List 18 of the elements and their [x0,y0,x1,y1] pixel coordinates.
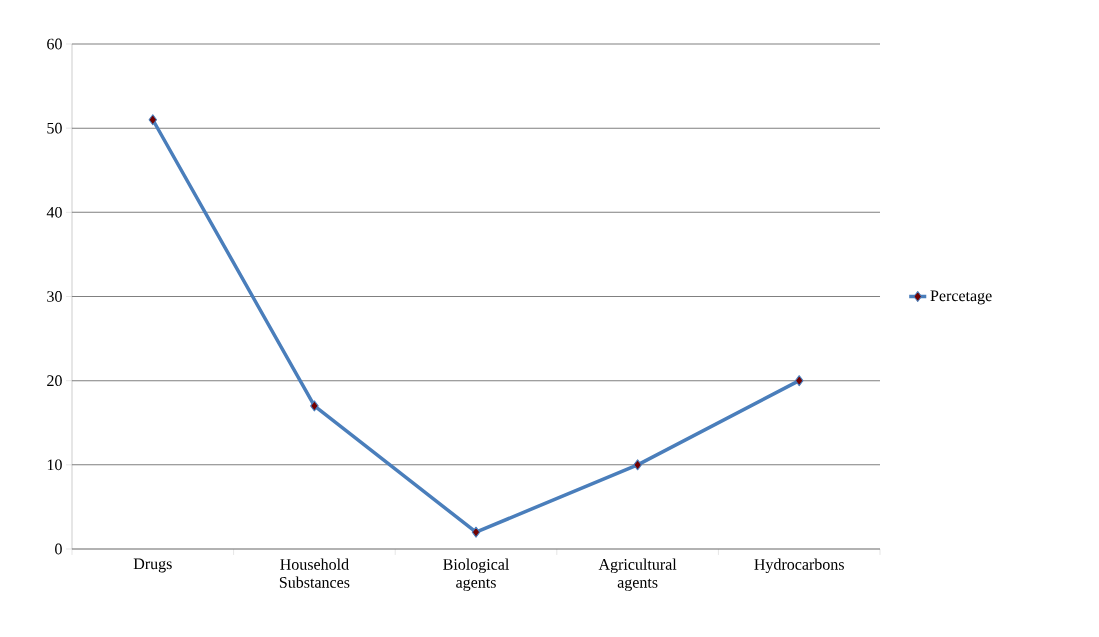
x-tick-label: Agricultural agents [598,558,677,592]
x-tick-label: Household Substances [279,558,350,588]
x-tick-label: Biological agents [443,558,510,592]
y-tick-label: 0 [55,543,62,555]
x-tick-label: Drugs [133,558,172,573]
y-tick-label: 50 [47,122,62,134]
y-tick-label: 20 [47,375,62,387]
point [148,114,158,126]
point [794,375,804,387]
y-tick-label: 10 [47,459,62,471]
y-tick-label: 60 [47,38,62,50]
point [633,459,642,471]
x-tick-label: Hydrocarbons [754,558,844,574]
legend-label: Percetage [930,290,992,305]
point [471,526,481,538]
y-tick-label: 30 [47,291,62,302]
point [310,400,319,412]
y-tick-label: 40 [46,206,62,218]
